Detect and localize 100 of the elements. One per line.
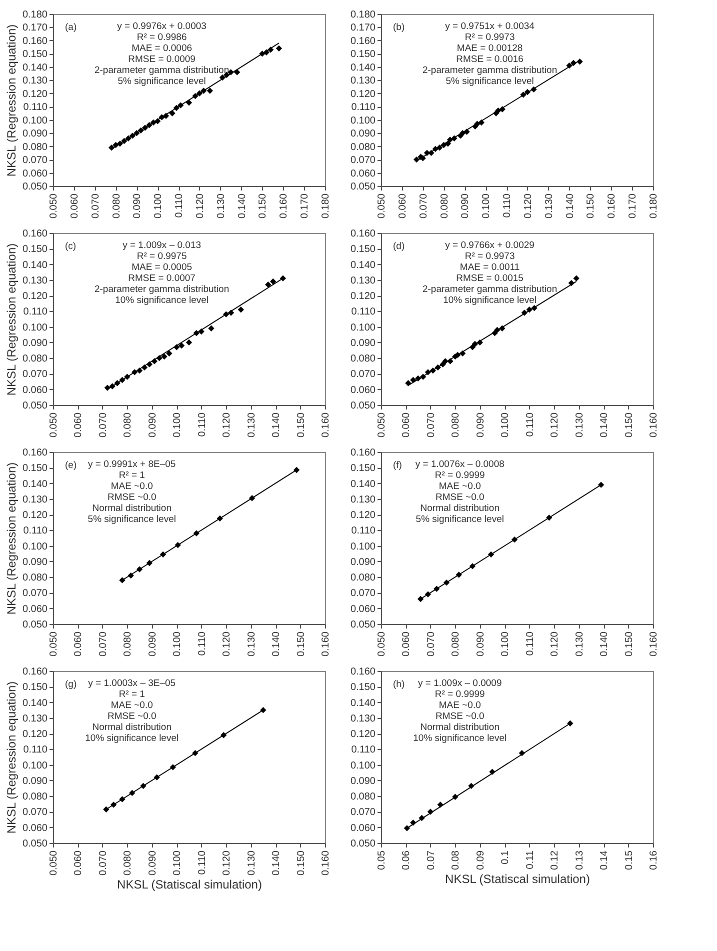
annotation: (h) [393,679,405,690]
x-tick-label: 0.100 [172,412,184,438]
x-tick-label: 0.090 [475,412,486,438]
y-tick-label: 0.170 [22,22,48,34]
x-tick-label: 0.150 [296,412,307,438]
y-tick-label: 0.140 [22,260,48,271]
x-tick-label: 0.120 [222,412,233,438]
x-tick-label: 0.130 [246,631,258,657]
annotation: y = 0.9766x + 0.0029 [445,240,534,251]
x-tick-label: 0.060 [401,412,412,438]
x-tick-label: 0.070 [426,412,437,438]
annotation: MAE ~0.0 [110,700,153,711]
y-tick-label: 0.160 [22,228,48,240]
annotation: 5% significance level [446,76,534,87]
annotation: R² = 0.9973 [464,32,515,43]
y-tick-label: 0.120 [22,729,48,740]
x-tick-label: 0.140 [271,850,282,876]
x-tick-label: 0.160 [648,631,660,657]
y-tick-label: 0.120 [22,88,48,100]
y-tick-label: 0.140 [350,62,376,74]
point [417,596,424,602]
y-tick-label: 0.060 [22,168,48,180]
y-tick-label: 0.070 [350,807,376,818]
x-tick-label: 0.150 [258,193,269,219]
annotation: MAE = 0.0005 [132,262,192,273]
x-tick-label: 0.070 [98,850,109,876]
y-tick-label: 0.160 [22,36,48,47]
x-tick-label: 0.110 [524,412,536,437]
annotation: RMSE ~0.0 [435,492,484,503]
x-tick-label: 0.110 [524,631,536,656]
y-tick-label: 0.110 [23,306,48,318]
y-tick-label: 0.150 [22,682,48,694]
y-tick-label: 0.160 [350,448,376,458]
x-tick-label: 0.080 [450,412,462,438]
x-tick-label: 0.12 [550,850,561,870]
x-tick-label: 0.090 [132,193,144,219]
x-tick-label: 0.070 [98,412,109,438]
y-tick-label: 0.150 [22,463,48,474]
y-tick-label: 0.130 [22,713,48,724]
y-tick-label: 0.130 [350,275,376,286]
y-tick-label: 0.090 [350,776,376,787]
y-tick-label: 0.080 [22,792,48,803]
annotation: y = 1.009x – 0.0009 [418,678,502,689]
x-tick-label: 0.130 [544,193,555,219]
y-tick-label: 0.120 [350,88,376,100]
x-tick-label: 0.060 [397,193,408,219]
y-tick-label: 0.090 [22,556,48,568]
y-tick-label: 0.170 [350,22,376,34]
y-tick-label: 0.070 [22,369,48,380]
annotation: Normal distribution [92,722,172,733]
y-tick-label: 0.160 [22,666,48,678]
y-tick-label: 0.110 [351,744,376,756]
x-tick-label: 0.060 [401,631,412,657]
y-tick-label: 0.090 [350,556,376,568]
y-tick-label: 0.100 [22,322,48,334]
x-tick-label: 0.080 [122,631,134,657]
x-tick-label: 0.130 [216,193,227,219]
annotation: Normal distribution [420,503,500,514]
annotation: MAE ~0.0 [438,481,481,492]
y-tick-label: 0.150 [22,49,48,60]
x-tick-label: 0.130 [574,631,586,657]
annotation: y = 0.9991x + 8E–05 [88,459,176,470]
x-tick-label: 0.100 [500,412,512,438]
x-tick-label: 0.14 [599,850,610,870]
y-tick-label: 0.140 [350,260,376,271]
x-tick-label: 0.08 [450,850,462,870]
y-tick-label: 0.180 [350,10,376,20]
annotation: y = 0.9976x + 0.0003 [117,21,206,32]
y-tick-label: 0.110 [351,102,376,114]
x-tick-label: 0.090 [147,412,158,438]
y-tick-label: 0.160 [22,448,48,458]
x-tick-label: 0.130 [574,412,586,438]
annotation: y = 1.0003x – 3E–05 [88,678,176,689]
annotation: RMSE ~0.0 [435,711,484,722]
x-tick-label: 0.080 [122,412,134,438]
x-tick-label: 0.100 [481,193,492,219]
x-tick-label: 0.150 [624,412,635,438]
annotation: MAE ~0.0 [110,481,153,492]
point [161,353,168,360]
y-tick-label: 0.050 [22,400,48,412]
x-axis-title: NKSL (Statiscal simulation) [445,872,590,886]
x-tick-label: 0.11 [524,850,536,870]
y-tick-label: 0.160 [350,666,376,678]
annotation: 10% significance level [85,733,179,744]
y-axis-title: NKSL (Regression equation) [4,462,18,615]
x-tick-label: 0.100 [172,631,184,657]
annotation: 2-parameter gamma distribution [94,65,230,76]
x-tick-label: 0.120 [550,412,561,438]
y-tick-label: 0.090 [350,128,376,140]
y-tick-label: 0.070 [22,807,48,818]
y-tick-label: 0.060 [22,604,48,615]
x-tick-label: 0.090 [147,631,158,657]
y-tick-label: 0.080 [350,572,376,584]
point [186,339,192,346]
x-tick-label: 0.150 [586,193,597,219]
y-tick-label: 0.050 [350,182,376,192]
y-tick-label: 0.140 [350,478,376,490]
y-tick-label: 0.160 [350,36,376,47]
annotation: Normal distribution [420,722,500,733]
y-tick-label: 0.110 [23,526,48,537]
